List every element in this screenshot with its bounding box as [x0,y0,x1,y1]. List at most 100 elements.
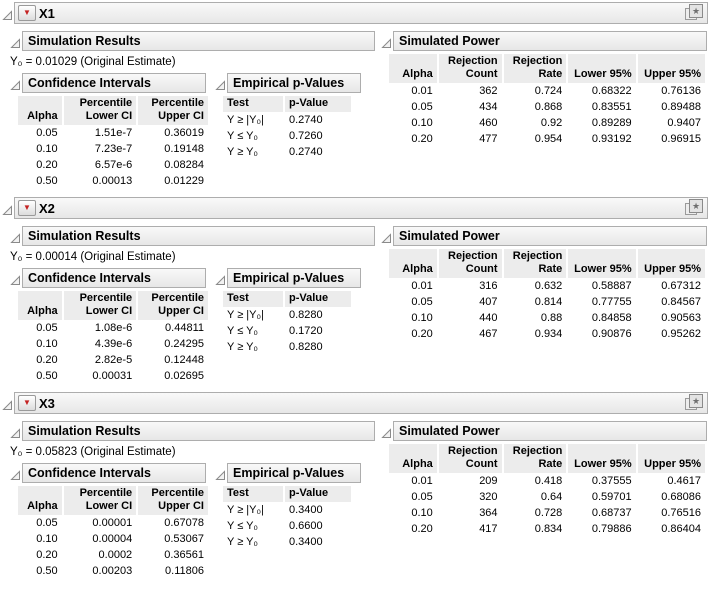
column-header: Alpha [389,54,437,83]
disclosure-triangle-icon[interactable] [215,78,226,90]
disclosure-triangle-icon[interactable] [381,36,392,48]
table-header-row: Test p-Value [223,96,351,112]
simulation-results-title-bar[interactable]: Simulation Results [22,31,375,51]
table-cell: 0.84567 [661,296,701,308]
red-triangle-menu-button[interactable]: ▼ [18,200,36,216]
confidence-intervals-title-bar[interactable]: Confidence Intervals [22,268,206,288]
table-cell: Y ≥ Y₀ [227,146,258,158]
table-cell: 1.51e-7 [94,127,133,139]
table-cell: 0.67312 [661,280,701,292]
table-cell: 0.8280 [289,341,323,353]
outline-title-bar[interactable]: ▼ X1 ★ [14,2,708,24]
column-header: p-Value [285,96,351,112]
outline-title-bar[interactable]: ▼ X3 ★ [14,392,708,414]
table-header-row: Alpha Rejection Count Rejection Rate Low… [389,54,705,83]
confidence-intervals-title-bar[interactable]: Confidence Intervals [22,73,206,93]
simulated-power-title-bar[interactable]: Simulated Power [393,226,707,246]
outline-title-bar[interactable]: ▼ X2 ★ [14,197,708,219]
confidence-intervals-title-bar[interactable]: Confidence Intervals [22,463,206,483]
disclosure-triangle-icon[interactable] [10,231,21,243]
disclosure-triangle-icon[interactable] [2,8,13,20]
confidence-intervals-table: Alpha Percentile Lower CI Percentile Upp… [16,290,210,385]
table-row: 0.50 0.00013 0.01229 [18,174,208,189]
confidence-intervals-table: Alpha Percentile Lower CI Percentile Upp… [16,485,210,580]
column-header: Lower 95% [568,249,636,278]
simulation-results-title-bar[interactable]: Simulation Results [22,226,375,246]
disclosure-triangle-icon[interactable] [10,426,21,438]
table-cell: Y ≥ |Y₀| [227,114,264,126]
table-cell: 0.418 [534,475,563,487]
table-row: Y ≥ |Y₀| 0.2740 [223,113,351,128]
table-cell: 0.20 [36,354,58,366]
table-cell: 0.05 [36,127,58,139]
column-header: Rejection Count [438,54,502,83]
simulation-results-title-bar[interactable]: Simulation Results [22,421,375,441]
empirical-p-values-title-bar[interactable]: Empirical p-Values [227,73,361,93]
disclosure-triangle-icon[interactable] [2,398,13,410]
table-cell: 0.02695 [164,370,204,382]
table-cell: 0.724 [534,85,563,97]
red-triangle-menu-button[interactable]: ▼ [18,395,36,411]
disclosure-triangle-icon[interactable] [381,426,392,438]
table-cell: 0.10 [411,312,433,324]
table-cell: 0.05 [36,322,58,334]
pin-report-button[interactable]: ★ [685,394,704,412]
column-header: p-Value [285,291,351,307]
empirical-p-values-table: Test p-Value Y ≥ |Y₀| 0.3400 Y ≤ Y₀ 0.66… [221,485,353,551]
disclosure-triangle-icon[interactable] [215,273,226,285]
table-cell: 0.53067 [164,533,204,545]
empirical-p-values-title-bar[interactable]: Empirical p-Values [227,463,361,483]
column-header: Rejection Rate [503,54,567,83]
simulated-power-header-row: Simulated Power [381,225,707,247]
simulated-power-column: Simulated Power Alpha Rejection Count Re… [381,30,707,190]
table-row: Y ≥ Y₀ 0.8280 [223,340,351,355]
table-cell: 0.954 [534,133,563,145]
table-header-row: Alpha Percentile Lower CI Percentile Upp… [18,486,208,515]
table-cell: 0.00013 [92,175,133,187]
column-header: Alpha [18,486,62,515]
disclosure-triangle-icon[interactable] [10,36,21,48]
table-cell: 0.00001 [92,517,133,529]
table-cell: 0.632 [534,280,563,292]
simulated-power-title-bar[interactable]: Simulated Power [393,421,707,441]
table-cell: Y ≥ |Y₀| [227,504,264,516]
table-cell: 0.20 [36,549,58,561]
table-cell: 0.50 [36,565,58,577]
table-cell: 0.68086 [661,491,701,503]
red-triangle-icon: ▼ [23,398,31,407]
outline-title: X3 [39,395,55,411]
table-cell: 0.3400 [289,536,323,548]
table-cell: 0.7260 [289,130,323,142]
table-cell: 407 [479,296,498,308]
table-cell: 0.20 [411,523,433,535]
disclosure-triangle-icon[interactable] [10,78,21,90]
table-cell: 0.20 [411,328,433,340]
table-cell: 0.3400 [289,504,323,516]
section-body: Simulation Results Y₀ = 0.05823 (Origina… [10,420,708,580]
simulated-power-table: Alpha Rejection Count Rejection Rate Low… [387,248,707,343]
pin-report-button[interactable]: ★ [685,199,704,217]
outline-title: X1 [39,5,55,21]
disclosure-triangle-icon[interactable] [10,468,21,480]
table-cell: 320 [479,491,498,503]
red-triangle-menu-button[interactable]: ▼ [18,5,36,21]
table-cell: 0.68737 [591,507,632,519]
empirical-p-values-title-bar[interactable]: Empirical p-Values [227,268,361,288]
table-row: 0.10 4.39e-6 0.24295 [18,337,208,352]
simulated-power-title-bar[interactable]: Simulated Power [393,31,707,51]
disclosure-triangle-icon[interactable] [381,231,392,243]
empirical-p-values-block: Empirical p-Values Test p-Value Y ≥ |Y₀|… [215,462,361,551]
table-cell: 0.10 [411,117,433,129]
table-row: 0.20 6.57e-6 0.08284 [18,158,208,173]
table-cell: 362 [479,85,498,97]
table-cell: 0.79886 [591,523,632,535]
disclosure-triangle-icon[interactable] [2,203,13,215]
table-row: 0.05 0.00001 0.67078 [18,516,208,531]
disclosure-triangle-icon[interactable] [215,468,226,480]
disclosure-triangle-icon[interactable] [10,273,21,285]
table-cell: 0.6600 [289,520,323,532]
pin-report-button[interactable]: ★ [685,4,704,22]
table-cell: 0.67078 [164,517,204,529]
column-header: Upper 95% [637,249,705,278]
table-cell: 477 [479,133,498,145]
